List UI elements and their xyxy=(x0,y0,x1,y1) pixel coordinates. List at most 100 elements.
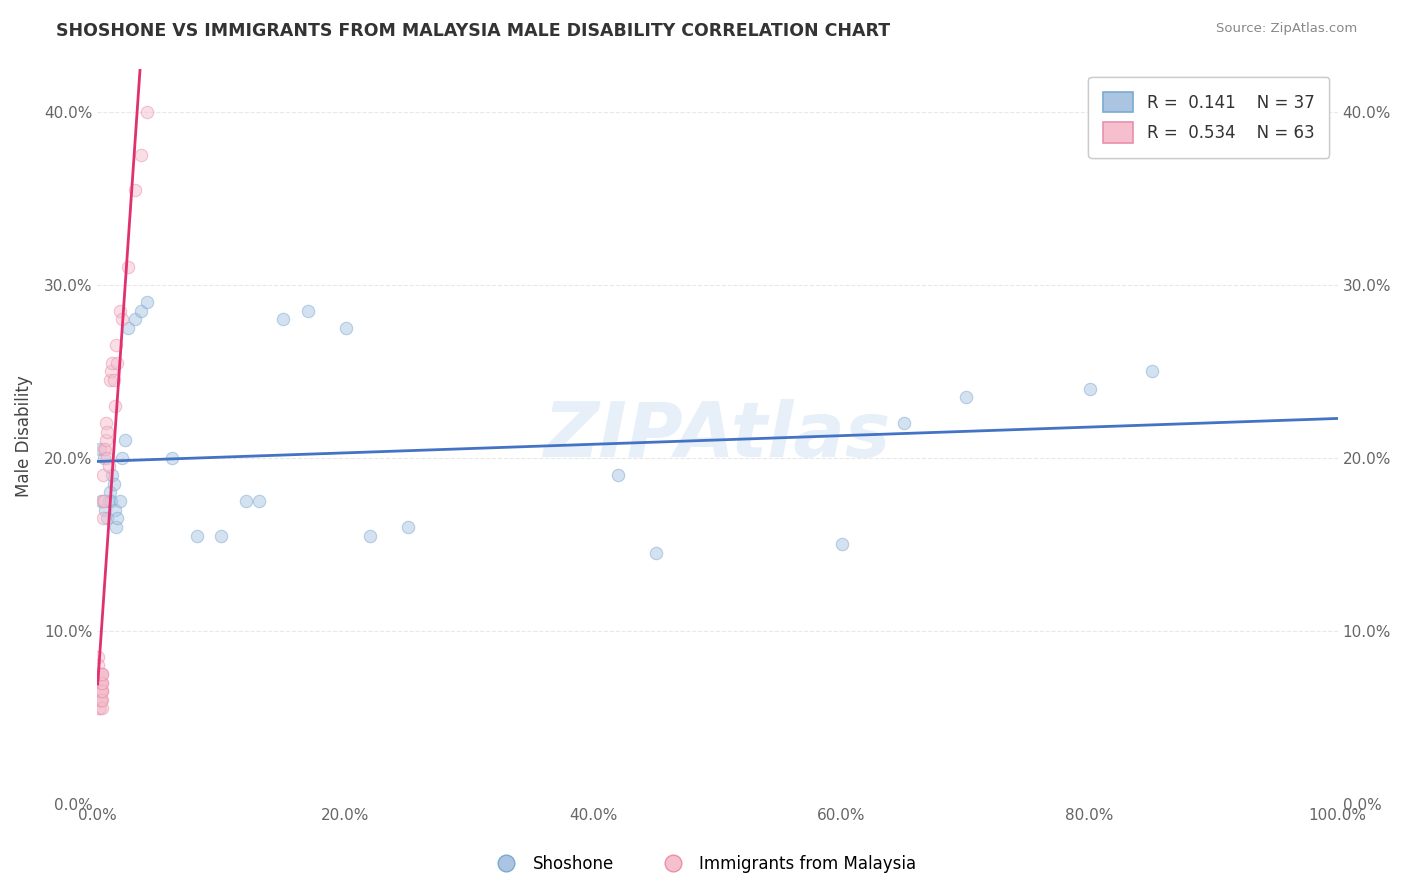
Point xyxy=(103,476,125,491)
Point xyxy=(87,684,110,698)
Point xyxy=(89,684,111,698)
Point xyxy=(90,693,112,707)
Point xyxy=(101,467,124,482)
Point xyxy=(105,338,128,352)
Point xyxy=(89,693,111,707)
Point xyxy=(247,494,270,508)
Point xyxy=(211,528,233,542)
Point xyxy=(90,693,112,707)
Y-axis label: Male Disability: Male Disability xyxy=(15,376,32,497)
Point xyxy=(1140,364,1163,378)
Point xyxy=(831,537,853,551)
Point xyxy=(97,494,120,508)
Point xyxy=(136,104,159,119)
Point xyxy=(136,295,159,310)
Point xyxy=(90,675,112,690)
Point xyxy=(893,416,915,430)
Point xyxy=(93,494,115,508)
Point xyxy=(117,321,139,335)
Point xyxy=(87,693,110,707)
Point xyxy=(105,520,128,534)
Point xyxy=(89,701,111,715)
Point xyxy=(98,485,121,500)
Point xyxy=(100,364,122,378)
Point xyxy=(297,303,319,318)
Legend: R =  0.141    N = 37, R =  0.534    N = 63: R = 0.141 N = 37, R = 0.534 N = 63 xyxy=(1088,77,1329,158)
Point xyxy=(111,312,134,326)
Point xyxy=(90,494,112,508)
Point xyxy=(108,303,131,318)
Text: Source: ZipAtlas.com: Source: ZipAtlas.com xyxy=(1216,22,1357,36)
Point xyxy=(93,450,115,465)
Point xyxy=(955,390,977,404)
Point xyxy=(87,684,110,698)
Point xyxy=(91,494,114,508)
Point xyxy=(104,502,127,516)
Point xyxy=(607,467,630,482)
Point xyxy=(100,494,122,508)
Point xyxy=(93,442,115,456)
Point xyxy=(91,666,114,681)
Point xyxy=(124,183,146,197)
Point xyxy=(96,511,118,525)
Point xyxy=(90,684,112,698)
Point xyxy=(89,684,111,698)
Point xyxy=(90,701,112,715)
Point xyxy=(359,528,381,542)
Point xyxy=(89,442,111,456)
Point xyxy=(94,502,117,516)
Point xyxy=(94,442,117,456)
Point xyxy=(90,666,112,681)
Point xyxy=(93,467,115,482)
Point xyxy=(97,459,120,474)
Point xyxy=(186,528,208,542)
Point xyxy=(117,260,139,275)
Point xyxy=(101,355,124,369)
Point xyxy=(91,684,114,698)
Point xyxy=(90,684,112,698)
Point xyxy=(89,684,111,698)
Point xyxy=(103,373,125,387)
Point xyxy=(1078,382,1101,396)
Point xyxy=(91,666,114,681)
Point xyxy=(129,148,152,162)
Point xyxy=(89,693,111,707)
Point xyxy=(105,511,128,525)
Point xyxy=(96,434,118,448)
Point xyxy=(396,520,419,534)
Point xyxy=(87,675,110,690)
Point xyxy=(87,666,110,681)
Point xyxy=(90,675,112,690)
Point xyxy=(111,450,134,465)
Point xyxy=(87,684,110,698)
Point xyxy=(108,494,131,508)
Point xyxy=(87,693,110,707)
Text: ZIPAtlas: ZIPAtlas xyxy=(544,399,891,473)
Text: SHOSHONE VS IMMIGRANTS FROM MALAYSIA MALE DISABILITY CORRELATION CHART: SHOSHONE VS IMMIGRANTS FROM MALAYSIA MAL… xyxy=(56,22,890,40)
Point xyxy=(89,675,111,690)
Point xyxy=(91,511,114,525)
Point xyxy=(235,494,257,508)
Point xyxy=(89,675,111,690)
Point xyxy=(87,666,110,681)
Point xyxy=(129,303,152,318)
Point xyxy=(105,355,128,369)
Point xyxy=(91,675,114,690)
Point xyxy=(273,312,295,326)
Point xyxy=(87,649,110,664)
Point xyxy=(160,450,183,465)
Point xyxy=(89,675,111,690)
Point xyxy=(87,658,110,673)
Point xyxy=(90,693,112,707)
Point xyxy=(90,684,112,698)
Point xyxy=(89,693,111,707)
Point xyxy=(90,684,112,698)
Point xyxy=(124,312,146,326)
Point xyxy=(96,450,118,465)
Point xyxy=(644,546,666,560)
Point xyxy=(91,693,114,707)
Point xyxy=(87,675,110,690)
Point xyxy=(104,399,127,413)
Point xyxy=(96,425,118,439)
Point xyxy=(89,701,111,715)
